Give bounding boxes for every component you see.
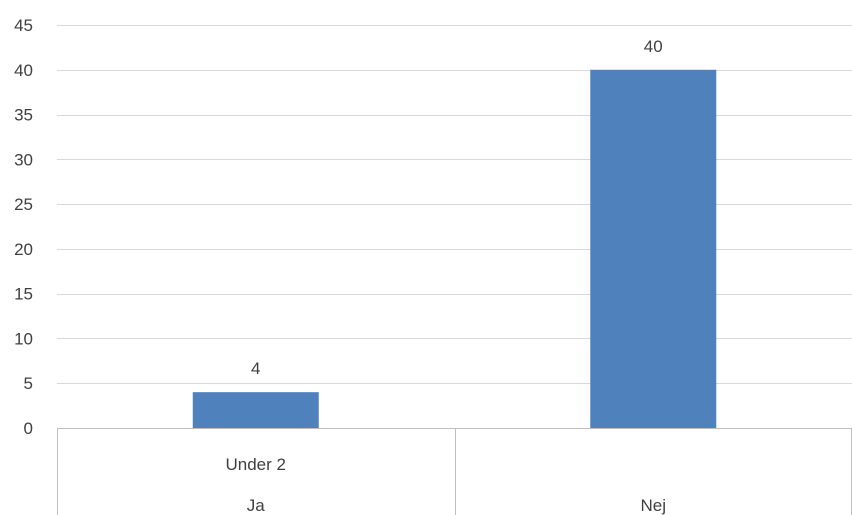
data-label: 4 (251, 359, 260, 378)
data-labels: 4 40 (251, 37, 663, 378)
bar (192, 392, 319, 428)
data-label: 40 (644, 37, 663, 56)
x-axis-category-labels: Under 2 Ja Nej (226, 455, 667, 515)
x-tick-group-label: Ja (247, 496, 266, 515)
y-tick-label: 45 (14, 16, 33, 35)
y-tick-label: 40 (14, 61, 33, 80)
x-axis (57, 428, 852, 515)
y-tick-label: 0 (24, 419, 33, 438)
y-tick-label: 30 (14, 150, 33, 169)
x-tick-group-label: Nej (640, 496, 666, 515)
y-tick-label: 35 (14, 106, 33, 125)
x-tick-sub-label: Under 2 (226, 455, 286, 474)
bars (192, 69, 717, 429)
y-tick-label: 15 (14, 285, 33, 304)
y-tick-label: 25 (14, 195, 33, 214)
y-tick-label: 20 (14, 240, 33, 259)
gridlines (57, 25, 852, 384)
y-axis-tick-labels: 0 5 10 15 20 25 30 35 40 45 (14, 16, 33, 438)
y-tick-label: 10 (14, 329, 33, 348)
bar (590, 69, 717, 429)
y-tick-label: 5 (24, 374, 33, 393)
